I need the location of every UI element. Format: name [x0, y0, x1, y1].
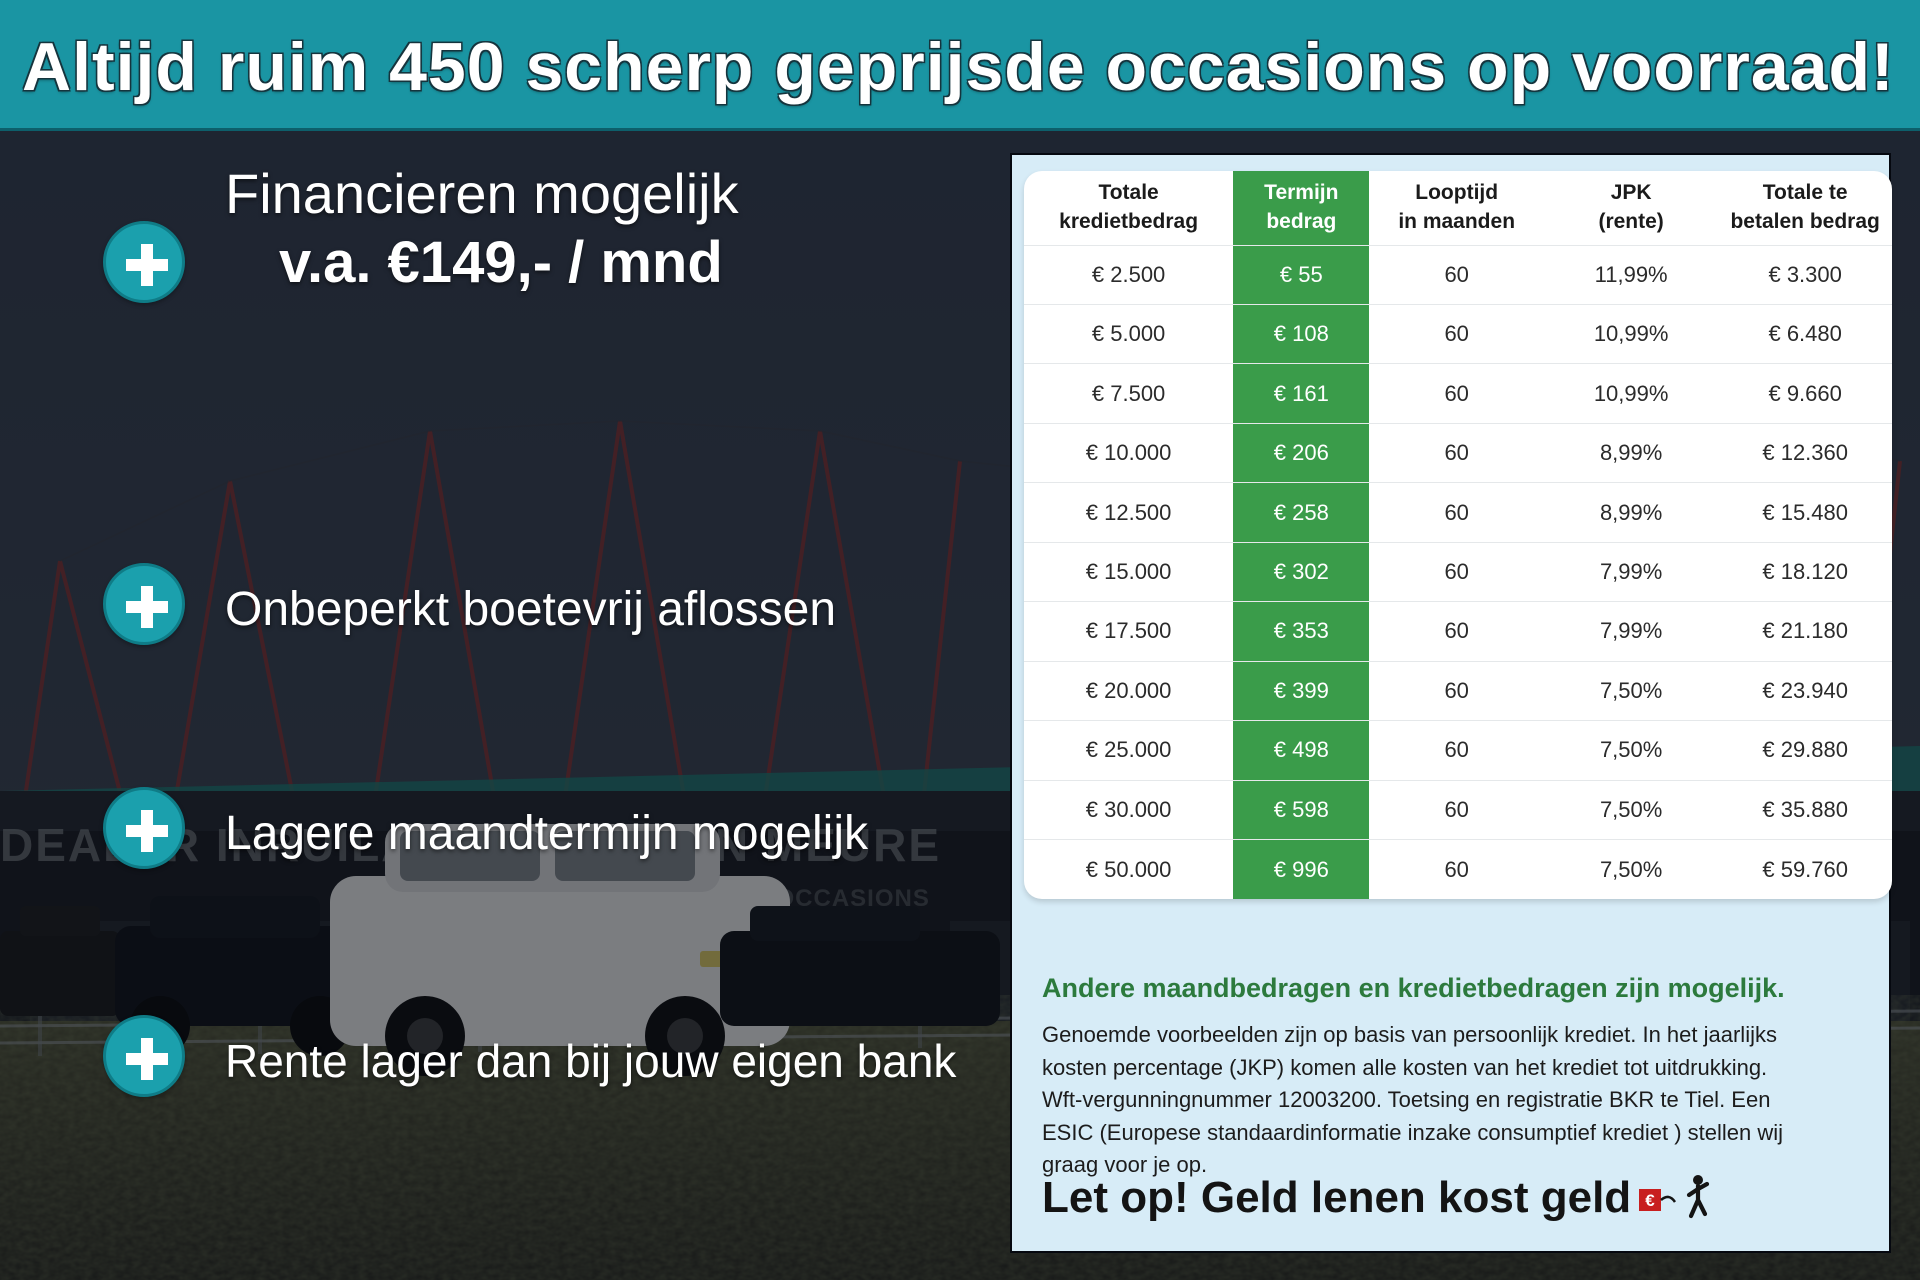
svg-text:€: €	[1645, 1191, 1655, 1210]
